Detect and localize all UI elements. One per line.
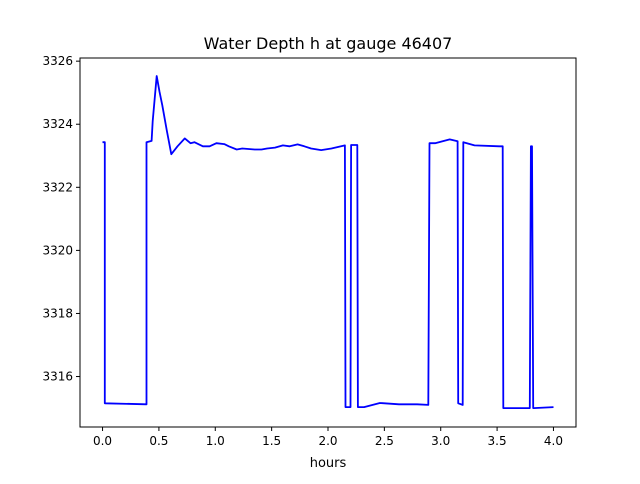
series-line-h xyxy=(102,75,554,410)
x-tick-label: 3.5 xyxy=(488,434,507,448)
chart-title: Water Depth h at gauge 46407 xyxy=(204,34,453,53)
y-tick-label: 3324 xyxy=(42,117,73,131)
plot-area xyxy=(102,75,554,410)
x-tick-label: 2.0 xyxy=(318,434,337,448)
y-tick-label: 3316 xyxy=(42,370,73,384)
y-tick-label: 3326 xyxy=(42,54,73,68)
y-tick-label: 3320 xyxy=(42,243,73,257)
y-tick-label: 3322 xyxy=(42,180,73,194)
y-axis: 3316 3318 3320 3322 3324 3326 xyxy=(42,54,80,384)
x-tick-label: 0.0 xyxy=(93,434,112,448)
x-axis-label: hours xyxy=(310,456,347,471)
x-axis: 0.0 0.5 1.0 1.5 2.0 2.5 3.0 3.5 4.0 xyxy=(93,427,563,448)
x-tick-label: 1.5 xyxy=(262,434,281,448)
x-tick-label: 3.0 xyxy=(431,434,450,448)
x-tick-label: 2.5 xyxy=(375,434,394,448)
y-tick-label: 3318 xyxy=(42,306,73,320)
x-tick-label: 0.5 xyxy=(149,434,168,448)
x-tick-label: 4.0 xyxy=(544,434,563,448)
x-tick-label: 1.0 xyxy=(206,434,225,448)
